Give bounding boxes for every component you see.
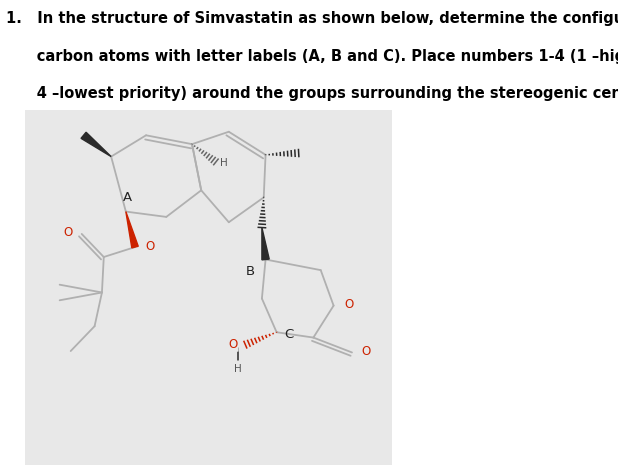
Text: H: H [219,157,227,168]
Text: B: B [246,265,255,278]
Text: 1.   In the structure of Simvastatin as shown below, determine the configuration: 1. In the structure of Simvastatin as sh… [6,11,618,26]
Text: O: O [361,345,370,358]
Text: 4 –lowest priority) around the groups surrounding the stereogenic center/s.: 4 –lowest priority) around the groups su… [6,86,618,101]
Text: A: A [123,191,132,204]
Polygon shape [126,212,138,248]
Text: C: C [285,328,294,340]
Text: O: O [344,298,353,312]
Text: O: O [229,338,238,351]
Text: O: O [145,240,154,253]
Text: carbon atoms with letter labels (A, B and C). Place numbers 1-4 (1 –highest prio: carbon atoms with letter labels (A, B an… [6,48,618,63]
Text: O: O [63,226,72,239]
Polygon shape [81,132,111,157]
Polygon shape [262,227,269,260]
Text: H: H [234,364,242,374]
